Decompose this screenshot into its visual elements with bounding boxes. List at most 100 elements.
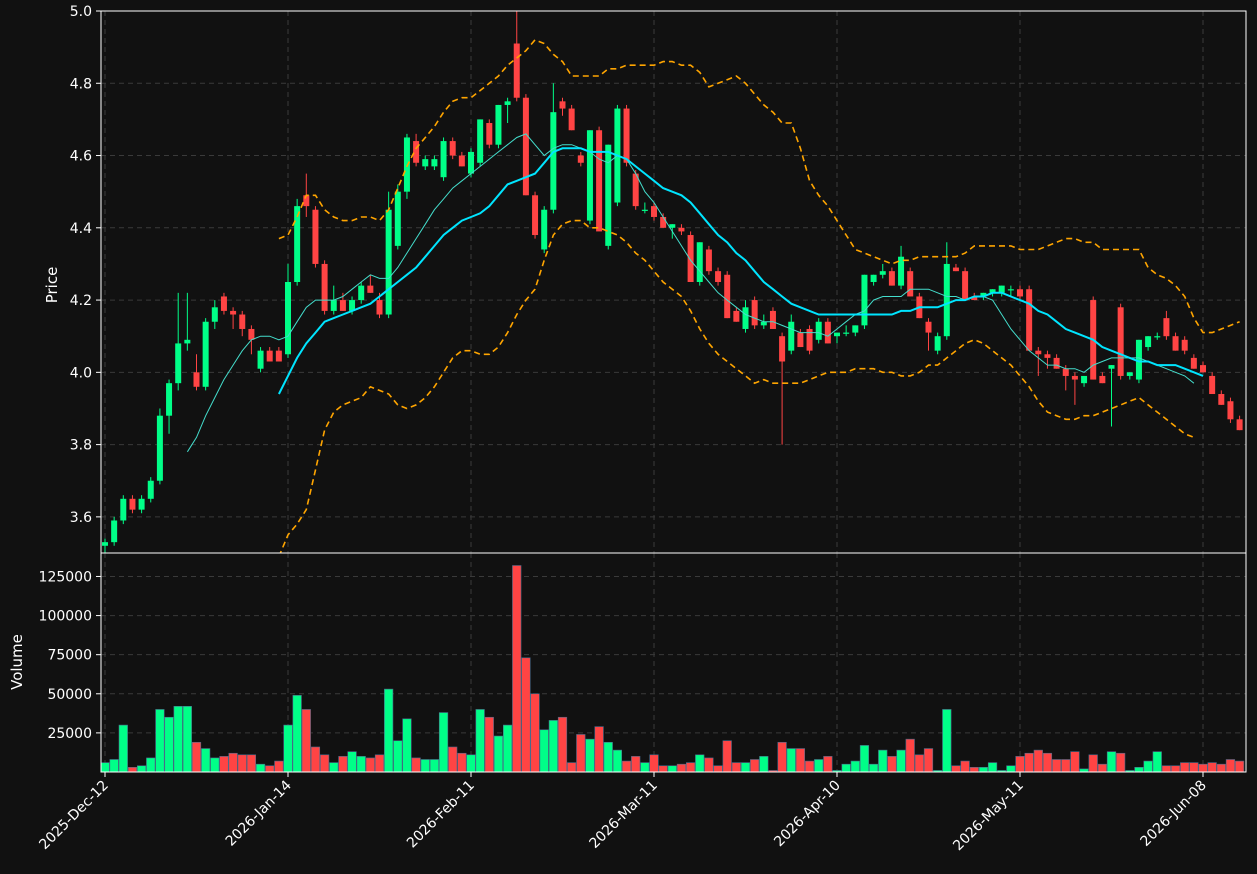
volume-bar: [548, 720, 558, 772]
candle-body: [294, 206, 301, 282]
volume-bar: [201, 748, 211, 772]
candle-body: [458, 155, 465, 167]
candle-body: [898, 256, 905, 286]
volume-bar: [1207, 762, 1217, 772]
candle-body: [330, 300, 337, 311]
volume-bar: [987, 762, 998, 772]
candle-body: [797, 332, 804, 348]
price-panel: 3.6 3.8 4.0 4.2 4.4 4.6 4.8 5.0: [70, 4, 1247, 554]
candle-body: [980, 292, 987, 297]
date-tick-label: 2026-Jan-14: [223, 777, 295, 849]
candle-body: [1172, 336, 1179, 351]
volume-tick-label: 100000: [39, 609, 92, 625]
volume-bar: [868, 763, 879, 772]
volume-bar: [356, 756, 366, 772]
volume-bar: [951, 765, 961, 772]
volume-bar: [1152, 751, 1162, 772]
candle-body: [532, 195, 539, 236]
volume-bar: [1198, 763, 1208, 772]
candle-body: [907, 271, 914, 297]
candle-body: [843, 332, 850, 334]
candle-body: [879, 271, 886, 275]
volume-bar: [905, 738, 915, 772]
volume-bar: [246, 754, 257, 772]
candle-body: [239, 314, 246, 329]
volume-bar: [237, 754, 247, 772]
candle-body: [568, 108, 575, 131]
price-tick-label: 3.8: [70, 438, 92, 454]
candle-body: [1081, 375, 1088, 384]
volume-tick-label: 125000: [39, 569, 92, 585]
candle-body: [184, 339, 191, 344]
date-tick-label: 2025-Dec-12: [36, 778, 111, 853]
volume-bar: [695, 754, 705, 772]
candle-body: [806, 328, 813, 351]
volume-bar: [1161, 765, 1171, 772]
candle-body: [449, 141, 456, 156]
volume-bar: [878, 749, 888, 772]
volume-bar: [101, 762, 110, 772]
candle-body: [220, 296, 227, 311]
ma-fast-line: [186, 133, 1195, 453]
candle-body: [303, 195, 310, 207]
candle-body: [211, 307, 218, 322]
volume-bar: [1225, 759, 1236, 772]
candle-body: [1245, 430, 1246, 434]
candle-body: [1099, 375, 1106, 384]
volume-bar: [384, 688, 394, 772]
candle-body: [696, 242, 703, 282]
volume-bar: [942, 709, 952, 772]
volume-bar: [173, 705, 183, 772]
date-tick-label: 2026-Apr-10: [771, 778, 844, 851]
candle-body: [641, 209, 648, 211]
volume-bar: [265, 765, 275, 772]
candle-body: [1117, 307, 1124, 376]
volume-bar: [448, 746, 458, 772]
volume-bar: [319, 754, 330, 772]
candle-body: [1200, 365, 1206, 373]
price-plot-area: [101, 11, 1246, 553]
volume-bar: [759, 756, 769, 772]
candle-body: [760, 321, 767, 326]
candle-body: [678, 227, 685, 232]
volume-bar: [631, 756, 641, 772]
candle-body: [385, 209, 392, 315]
band-lower-line: [279, 219, 1195, 553]
volume-bar: [438, 712, 449, 772]
volume-bar: [850, 760, 860, 772]
volume-bar: [310, 746, 321, 772]
price-axis-label: Price: [43, 267, 61, 304]
candle-body: [166, 383, 173, 416]
candle-body: [349, 300, 356, 311]
volume-bar: [896, 749, 906, 772]
candle-body: [1053, 357, 1060, 369]
volume-bar: [777, 741, 787, 772]
candle-body: [120, 498, 127, 521]
candle-body: [111, 520, 118, 543]
volume-bar: [137, 765, 147, 772]
volume-bar: [301, 709, 311, 772]
candle-body: [751, 300, 758, 326]
volume-bar: [283, 724, 293, 772]
volume-bar: [704, 757, 714, 772]
volume-tick-label: 25000: [47, 726, 92, 742]
volume-frame: [100, 552, 1247, 773]
volume-bar: [429, 759, 440, 772]
candle-body: [705, 249, 712, 272]
volume-bar: [859, 745, 870, 772]
candle-body: [1209, 375, 1216, 395]
candle-body: [102, 542, 108, 546]
candle-body: [468, 151, 474, 174]
volume-bar: [1216, 763, 1226, 772]
x-axis: 2025-Dec-12 2026-Jan-14 2026-Feb-11 2026-Ma…: [36, 772, 1210, 854]
volume-bar: [576, 734, 586, 772]
volume-bar: [402, 718, 412, 772]
volume-bar: [228, 752, 238, 772]
candle-body: [962, 271, 969, 301]
ma-slow-line: [278, 147, 1204, 395]
candle-body: [943, 263, 950, 337]
price-tick-label: 4.6: [70, 149, 92, 165]
volume-bar: [1125, 770, 1135, 772]
candle-body: [1062, 368, 1069, 376]
volume-bar: [365, 757, 375, 772]
